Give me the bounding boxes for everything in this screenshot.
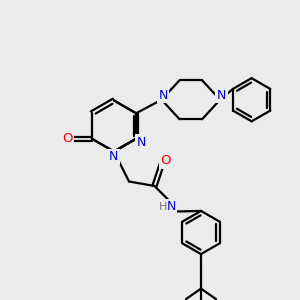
- Text: O: O: [160, 154, 171, 167]
- Text: H: H: [158, 202, 167, 212]
- Text: N: N: [166, 200, 176, 214]
- Text: O: O: [62, 132, 72, 145]
- Text: N: N: [158, 89, 168, 102]
- Text: N: N: [217, 89, 226, 102]
- Text: N: N: [109, 150, 118, 164]
- Text: N: N: [137, 136, 146, 149]
